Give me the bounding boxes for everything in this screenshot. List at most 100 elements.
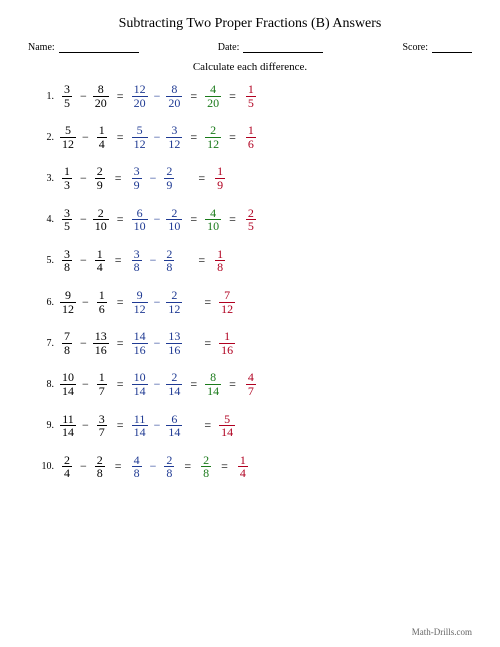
fraction: 39 xyxy=(130,165,144,191)
expression: 912−16=912−212=712 xyxy=(60,289,235,315)
problem-index: 5. xyxy=(32,255,60,266)
equals-sign: = xyxy=(200,295,215,310)
problem-index: 1. xyxy=(32,91,60,102)
fraction: 912 xyxy=(60,289,76,315)
equals-sign: = xyxy=(113,377,128,392)
fraction: 19 xyxy=(213,165,227,191)
equals-sign: = xyxy=(113,295,128,310)
equals-sign: = xyxy=(113,336,128,351)
minus-sign: − xyxy=(80,377,91,392)
expression: 1014−17=1014−214=814=47 xyxy=(60,371,258,397)
fraction: 16 xyxy=(244,124,258,150)
fraction: 37 xyxy=(95,413,109,439)
equals-sign: = xyxy=(186,89,201,104)
minus-sign: − xyxy=(78,89,89,104)
minus-sign: − xyxy=(80,295,91,310)
equals-sign: = xyxy=(113,89,128,104)
worksheet-page: Subtracting Two Proper Fractions (B) Ans… xyxy=(0,0,500,647)
fraction: 514 xyxy=(219,413,235,439)
fraction: 210 xyxy=(93,207,109,233)
fraction: 17 xyxy=(95,371,109,397)
fraction: 820 xyxy=(93,83,109,109)
fraction: 38 xyxy=(60,248,74,274)
fraction: 1220 xyxy=(132,83,148,109)
minus-sign: − xyxy=(152,377,163,392)
name-line[interactable] xyxy=(59,42,139,53)
fraction: 1416 xyxy=(132,330,148,356)
fraction: 116 xyxy=(219,330,235,356)
minus-sign: − xyxy=(78,212,89,227)
fraction: 29 xyxy=(93,165,107,191)
minus-sign: − xyxy=(152,418,163,433)
equals-sign: = xyxy=(113,130,128,145)
problem-row: 3.13−29=39−29=19 xyxy=(32,165,472,191)
fraction: 1316 xyxy=(166,330,182,356)
score-field: Score: xyxy=(402,42,472,53)
problem-row: 10.24−28=48−28=28=14 xyxy=(32,454,472,480)
equals-sign: = xyxy=(225,212,240,227)
problem-row: 4.35−210=610−210=410=25 xyxy=(32,207,472,233)
fraction: 18 xyxy=(213,248,227,274)
date-label: Date: xyxy=(218,42,240,53)
minus-sign: − xyxy=(78,171,89,186)
fraction: 78 xyxy=(60,330,74,356)
fraction: 1014 xyxy=(132,371,148,397)
equals-sign: = xyxy=(217,459,232,474)
expression: 78−1316=1416−1316=116 xyxy=(60,330,235,356)
problem-index: 8. xyxy=(32,379,60,390)
fraction: 13 xyxy=(60,165,74,191)
minus-sign: − xyxy=(152,336,163,351)
fraction: 1014 xyxy=(60,371,76,397)
minus-sign: − xyxy=(148,171,159,186)
expression: 38−14=38−28=18 xyxy=(60,248,227,274)
fraction: 14 xyxy=(95,124,109,150)
fraction: 28 xyxy=(162,248,176,274)
fraction: 610 xyxy=(132,207,148,233)
name-label: Name: xyxy=(28,42,55,53)
date-line[interactable] xyxy=(243,42,323,53)
fraction: 312 xyxy=(166,124,182,150)
equals-sign: = xyxy=(113,212,128,227)
equals-sign: = xyxy=(225,377,240,392)
fraction: 214 xyxy=(166,371,182,397)
minus-sign: − xyxy=(148,253,159,268)
problem-list: 1.35−820=1220−820=420=152.512−14=512−312… xyxy=(28,83,472,480)
equals-sign: = xyxy=(200,418,215,433)
score-line[interactable] xyxy=(432,42,472,53)
fraction: 24 xyxy=(60,454,74,480)
minus-sign: − xyxy=(78,336,89,351)
fraction: 14 xyxy=(236,454,250,480)
date-field: Date: xyxy=(218,42,324,53)
minus-sign: − xyxy=(80,418,91,433)
fraction: 420 xyxy=(205,83,221,109)
minus-sign: − xyxy=(152,130,163,145)
problem-row: 6.912−16=912−212=712 xyxy=(32,289,472,315)
problem-index: 7. xyxy=(32,338,60,349)
fraction: 48 xyxy=(130,454,144,480)
instruction-text: Calculate each difference. xyxy=(28,61,472,73)
minus-sign: − xyxy=(78,459,89,474)
minus-sign: − xyxy=(152,89,163,104)
equals-sign: = xyxy=(225,130,240,145)
equals-sign: = xyxy=(186,377,201,392)
fraction: 212 xyxy=(205,124,221,150)
equals-sign: = xyxy=(113,418,128,433)
fraction: 38 xyxy=(130,248,144,274)
equals-sign: = xyxy=(225,89,240,104)
problem-index: 10. xyxy=(32,461,60,472)
page-title: Subtracting Two Proper Fractions (B) Ans… xyxy=(28,16,472,32)
equals-sign: = xyxy=(111,253,126,268)
fraction: 912 xyxy=(132,289,148,315)
fraction: 28 xyxy=(93,454,107,480)
fraction: 14 xyxy=(93,248,107,274)
equals-sign: = xyxy=(194,253,209,268)
fraction: 16 xyxy=(95,289,109,315)
fraction: 212 xyxy=(166,289,182,315)
problem-index: 6. xyxy=(32,297,60,308)
name-field: Name: xyxy=(28,42,139,53)
expression: 35−820=1220−820=420=15 xyxy=(60,83,258,109)
minus-sign: − xyxy=(148,459,159,474)
problem-index: 9. xyxy=(32,420,60,431)
fraction: 35 xyxy=(60,83,74,109)
equals-sign: = xyxy=(111,459,126,474)
